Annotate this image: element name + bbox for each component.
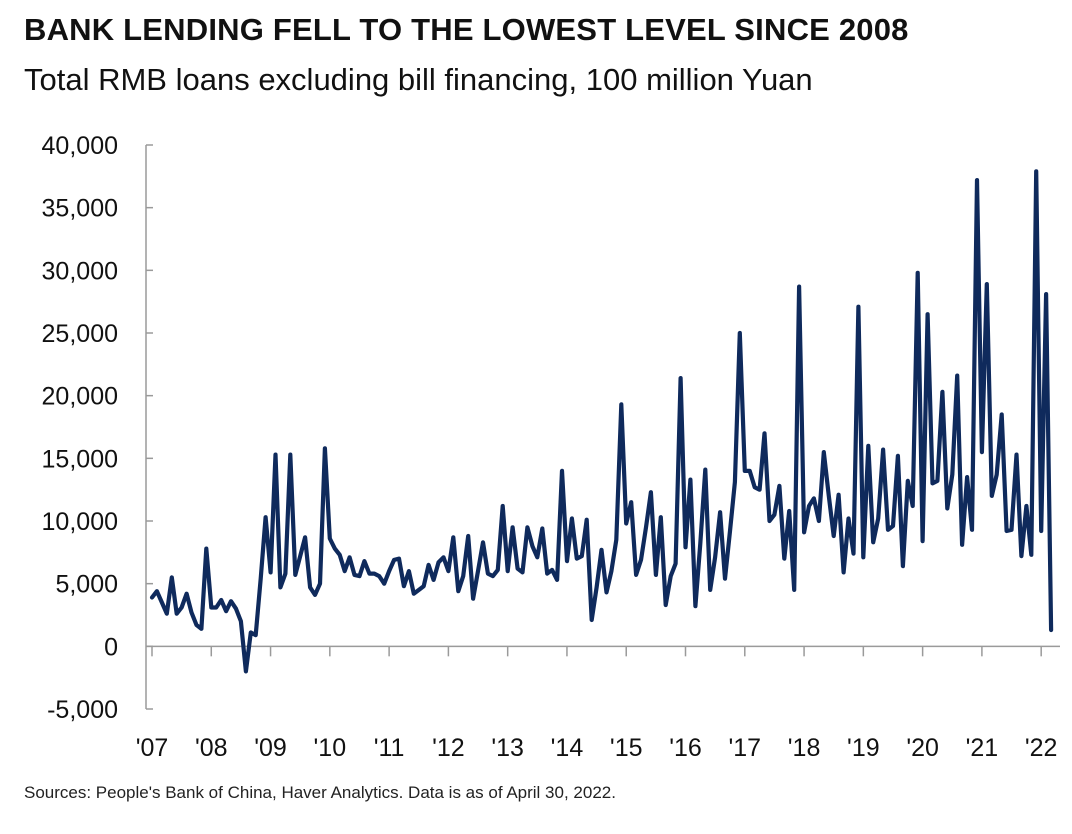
- x-tick-label: '07: [136, 734, 169, 762]
- chart-title: BANK LENDING FELL TO THE LOWEST LEVEL SI…: [24, 12, 909, 47]
- y-tick-label: 25,000: [42, 320, 118, 348]
- y-tick-label: 15,000: [42, 445, 118, 473]
- y-tick-label: -5,000: [47, 696, 118, 724]
- x-axis: '07 '08 '09 '10 '11 '12 '13 '14 '15 '16 '17 '18 '19 '…: [136, 645, 1060, 762]
- x-tick-label: '22: [1025, 734, 1058, 762]
- series-group: [149, 169, 1054, 674]
- x-tick-label: '14: [551, 734, 584, 762]
- x-tick-label: '21: [966, 734, 999, 762]
- y-axis: -5,000 0 5,000 10,000 15,000 20,000 25,000 30,0…: [42, 132, 153, 724]
- x-tick-label: '12: [432, 734, 465, 762]
- x-tick-label: '10: [314, 734, 347, 762]
- x-tick-label: '13: [491, 734, 524, 762]
- x-tick-label: '20: [906, 734, 939, 762]
- y-tick-label: 10,000: [42, 508, 118, 536]
- x-tick-label: '19: [847, 734, 880, 762]
- y-tick-label: 40,000: [42, 132, 118, 160]
- series-line: [149, 169, 1054, 674]
- x-tick-label: '16: [669, 734, 702, 762]
- x-tick-label: '11: [374, 734, 405, 762]
- y-tick-label: 35,000: [42, 195, 118, 223]
- x-tick-label: '18: [788, 734, 821, 762]
- y-tick-label: 5,000: [55, 571, 118, 599]
- y-tick-label: 20,000: [42, 383, 118, 411]
- x-tick-label: '08: [195, 734, 228, 762]
- chart-subtitle: Total RMB loans excluding bill financing…: [24, 62, 813, 97]
- x-tick-label: '17: [728, 734, 761, 762]
- x-tick-label: '09: [254, 734, 287, 762]
- x-tick-label: '15: [610, 734, 643, 762]
- y-tick-label: 0: [104, 633, 118, 661]
- source-note: Sources: People's Bank of China, Haver A…: [24, 783, 616, 802]
- y-tick-label: 30,000: [42, 257, 118, 285]
